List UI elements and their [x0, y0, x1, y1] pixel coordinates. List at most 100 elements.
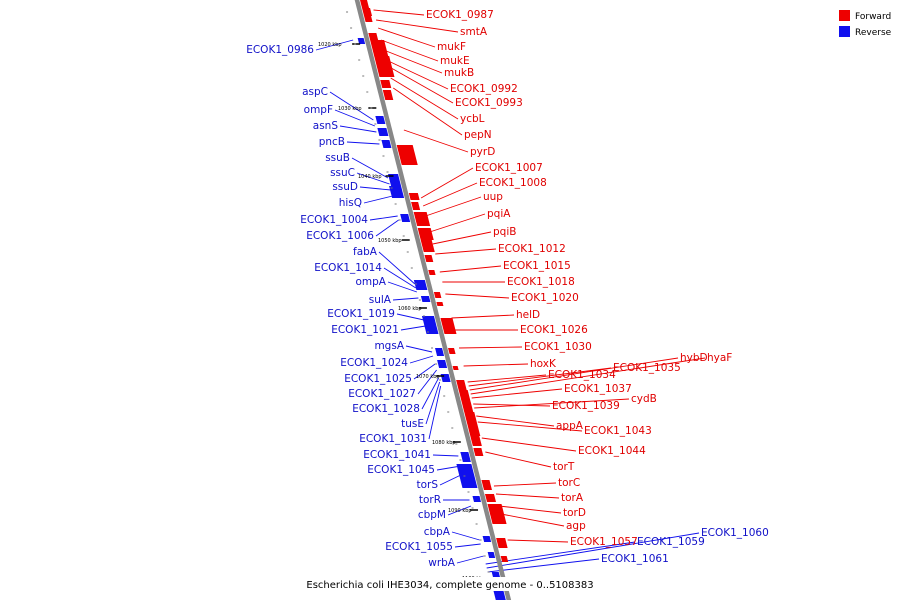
caption-background — [312, 577, 588, 591]
gene-label-ecok1-1008: ECOK1_1008 — [479, 177, 547, 189]
leader-pqib — [432, 231, 492, 245]
leader-smta — [375, 19, 459, 33]
leader-uup — [425, 196, 482, 217]
forward-gene-26 — [470, 436, 482, 446]
tick-label: 1020 kbp — [318, 42, 342, 48]
leader-ecok1-1006 — [375, 219, 399, 237]
leader-torc — [493, 482, 557, 487]
gene-label-ecok1-1027: ECOK1_1027 — [348, 388, 416, 400]
leader-ecok1-1031 — [428, 385, 442, 440]
gene-label-asns: asnS — [313, 120, 339, 132]
leader-mukb — [383, 49, 443, 74]
reverse-gene-6 — [400, 214, 411, 222]
gene-label-sula: sulA — [369, 294, 392, 306]
gene-label-ecok1-1034: ECOK1_1034 — [548, 369, 616, 381]
leader-wrba — [456, 555, 484, 564]
leader-pepn — [393, 87, 463, 136]
reverse-gene-13 — [460, 452, 471, 462]
gene-label-hybd: hybD — [680, 352, 708, 364]
gene-label-ecok1-1012: ECOK1_1012 — [498, 243, 566, 255]
gene-label-ecok1-1019: ECOK1_1019 — [327, 308, 395, 320]
forward-gene-7 — [382, 90, 394, 100]
backbone-line — [354, 0, 512, 600]
legend-swatch-forward — [839, 10, 850, 21]
gene-label-held: helD — [516, 309, 540, 321]
gene-label-torr: torR — [419, 494, 441, 506]
leader-cbpm — [447, 505, 472, 516]
leader-appa — [476, 415, 555, 427]
forward-gene-13 — [420, 240, 435, 252]
forward-gene-18 — [440, 318, 457, 334]
leader-ecok1-1014 — [383, 267, 417, 289]
reverse-gene-17 — [487, 552, 496, 558]
leader-ecok1-1004 — [369, 215, 398, 221]
gene-label-hyaf: hyaF — [707, 352, 732, 364]
leader-cbpa — [451, 531, 480, 541]
gene-label-ecok1-1030: ECOK1_1030 — [524, 341, 592, 353]
gene-label-tuse: tusE — [401, 418, 424, 430]
gene-label-mukb: mukB — [444, 67, 474, 79]
gene-label-ecok1-1024: ECOK1_1024 — [340, 357, 408, 369]
reverse-gene-9 — [421, 316, 439, 334]
gene-label-mukf: mukF — [437, 41, 466, 53]
leader-agp — [500, 513, 565, 527]
forward-gene-20 — [452, 366, 459, 370]
reverse-gene-3 — [381, 140, 392, 148]
leader-pyrd — [403, 129, 469, 153]
leader-ssub — [351, 157, 389, 179]
leader-pqia — [429, 213, 486, 233]
forward-gene-1 — [362, 8, 373, 16]
gene-label-hoxk: hoxK — [530, 358, 557, 370]
label-leader-lines — [315, 9, 706, 573]
genome-caption: Escherichia coli IHE3034, complete genom… — [306, 580, 593, 591]
tick-label: 1040 kbp — [358, 174, 382, 180]
gene-label-ecok1-1041: ECOK1_1041 — [363, 449, 431, 461]
leader-mgsa — [405, 345, 433, 353]
leader-ecok1-1015 — [439, 265, 502, 273]
leader-ssuc — [356, 172, 390, 185]
gene-label-ecok1-1037: ECOK1_1037 — [564, 383, 632, 395]
leader-ecok1-1007 — [420, 167, 474, 199]
gene-label-ecok1-1031: ECOK1_1031 — [359, 433, 427, 445]
forward-gene-4 — [370, 40, 389, 56]
leader-muke — [380, 39, 439, 62]
leader-asns — [339, 125, 377, 133]
leader-ecok1-1030 — [459, 346, 523, 349]
gene-label-pepn: pepN — [464, 129, 492, 141]
gene-label-ecok1-1044: ECOK1_1044 — [578, 445, 646, 457]
forward-gene-31 — [496, 538, 508, 548]
leader-hisq — [363, 195, 393, 204]
leader-ecok1-1027 — [417, 369, 437, 395]
gene-label-muke: mukE — [440, 55, 470, 67]
forward-gene-19 — [448, 348, 456, 354]
forward-gene-0 — [359, 0, 370, 8]
leader-ecok1-1035 — [468, 367, 612, 387]
gene-label-ecok1-1055: ECOK1_1055 — [385, 541, 453, 553]
forward-gene-23 — [461, 402, 474, 412]
gene-label-ecok1-1020: ECOK1_1020 — [511, 292, 579, 304]
gene-label-ecok1-1035: ECOK1_1035 — [613, 362, 681, 374]
leader-hoxk — [463, 363, 529, 367]
legend-label-forward: Forward — [855, 12, 891, 22]
leader-ecok1-1055 — [454, 543, 481, 548]
gene-label-ompa: ompA — [355, 276, 386, 288]
leader-ecok1-1028 — [421, 377, 440, 410]
leader-ecok1-0987 — [373, 9, 425, 16]
reverse-gene-14 — [456, 464, 478, 488]
gene-label-tort: torT — [553, 461, 575, 473]
leader-ecok1-1044 — [481, 437, 577, 452]
reverse-gene-15 — [472, 496, 482, 502]
leader-ecok1-1020 — [445, 293, 510, 299]
leader-sula — [392, 297, 419, 301]
gene-features — [357, 0, 509, 600]
leader-ecok1-0992 — [385, 59, 449, 90]
gene-label-ecok1-0986: ECOK1_0986 — [246, 44, 314, 56]
tick-label: 1090 kbp — [448, 508, 472, 514]
gene-label-ecok1-1007: ECOK1_1007 — [475, 162, 543, 174]
leader-ompa — [387, 281, 418, 293]
leader-cydb — [474, 398, 630, 409]
leader-hybd — [469, 357, 679, 391]
leader-ecok1-1057 — [507, 539, 569, 543]
forward-gene-24 — [464, 412, 478, 424]
